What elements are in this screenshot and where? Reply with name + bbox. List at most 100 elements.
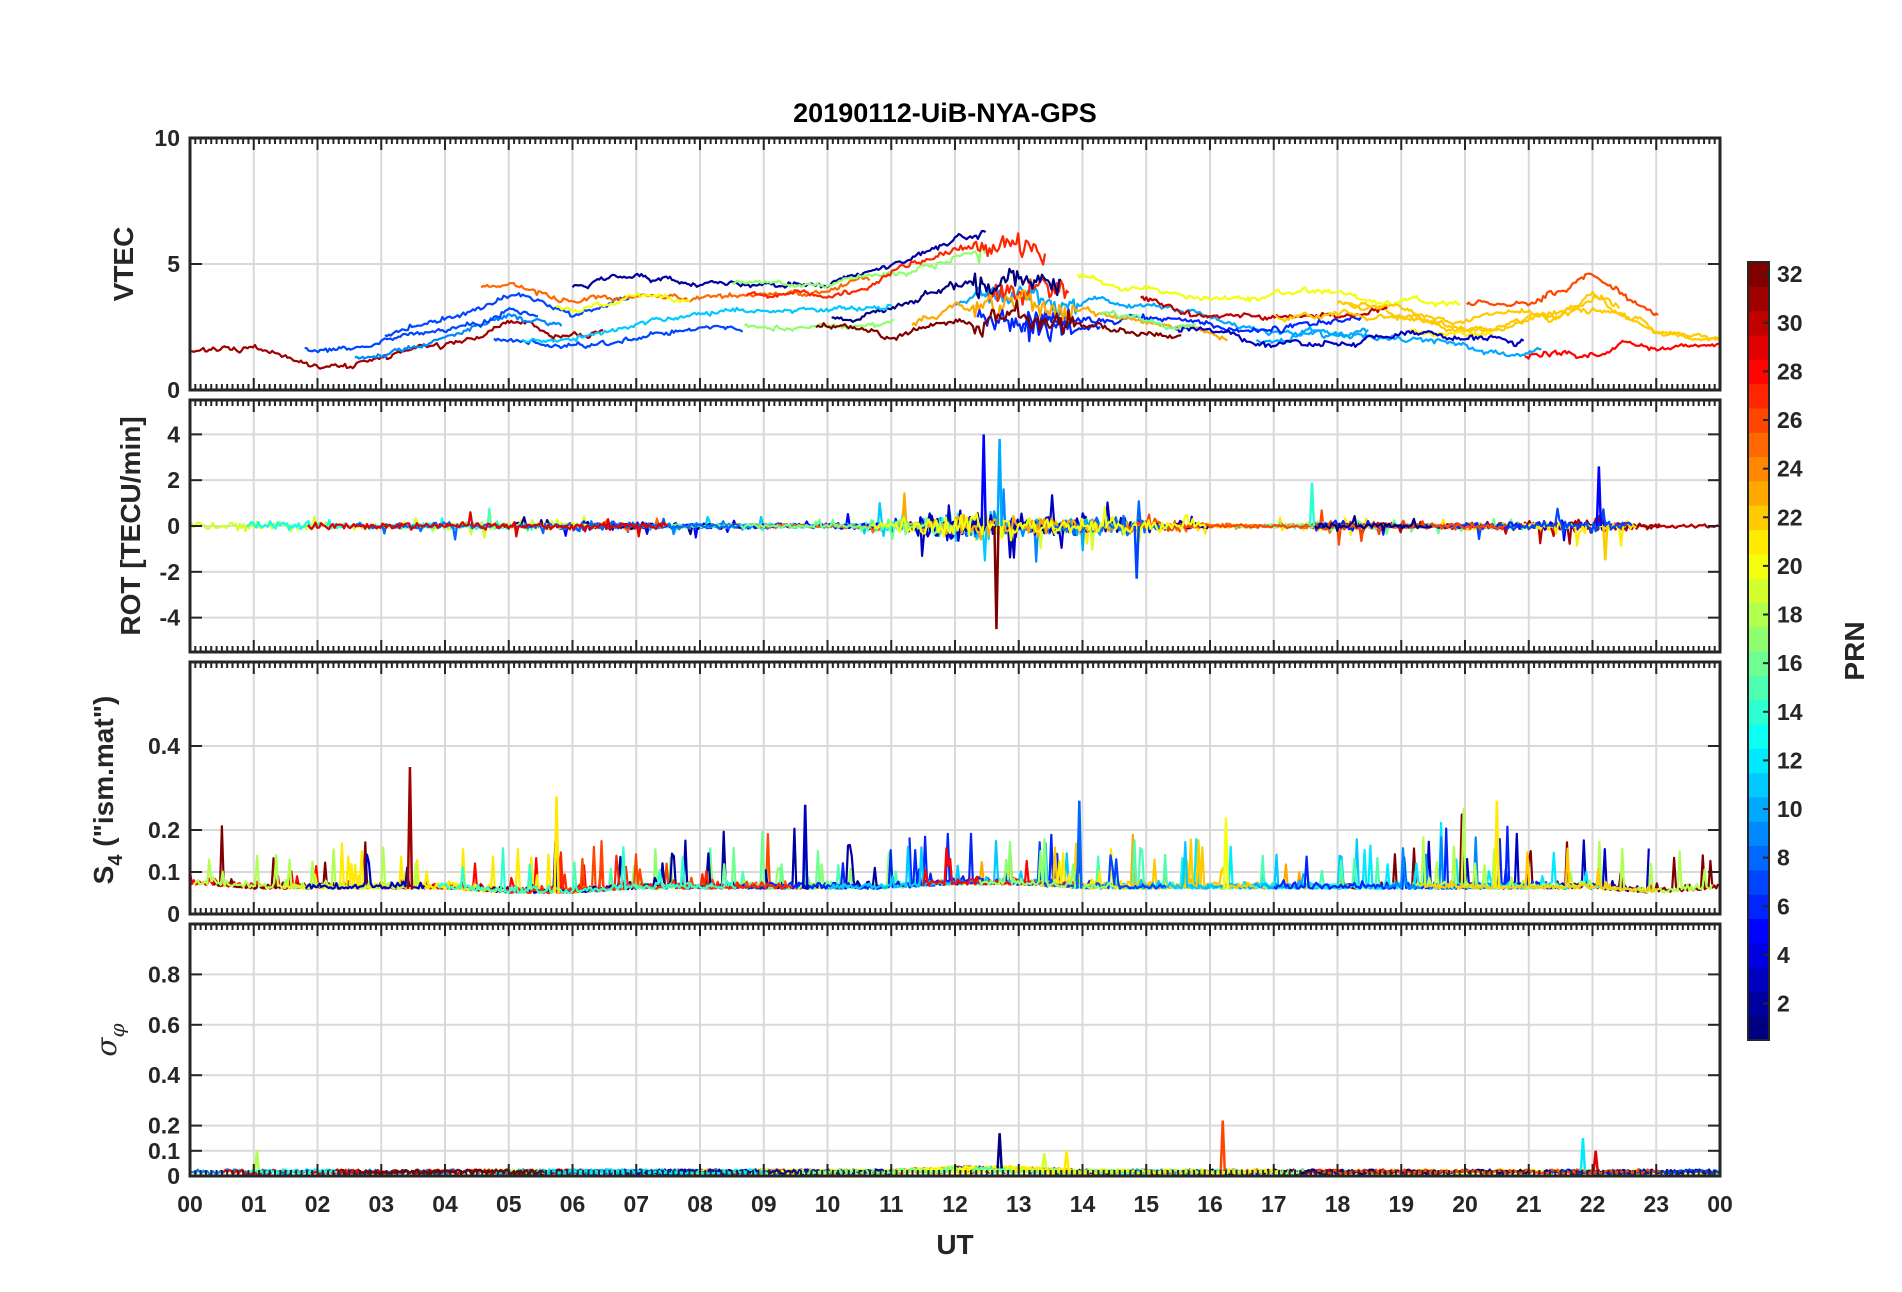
x-tick-label: 12 (942, 1191, 968, 1217)
x-axis-label: UT (936, 1229, 973, 1260)
y-tick-label: 0 (167, 1163, 180, 1189)
series-line-prn-7 (493, 324, 744, 350)
series-line-prn-30 (1140, 295, 1388, 321)
colorbar-segment (1748, 967, 1769, 992)
series-spike (1222, 817, 1230, 889)
series-line-prn-27 (745, 232, 1047, 299)
rot-series (189, 434, 1719, 630)
x-tick-label: 21 (1516, 1191, 1542, 1217)
y-tick-label: 0.2 (148, 817, 180, 843)
colorbar-tick-label: 30 (1777, 310, 1803, 336)
series-spike (801, 804, 809, 889)
series-spike (1219, 1120, 1226, 1172)
x-tick-label: 04 (432, 1191, 458, 1217)
vtec-ylabel: VTEC (108, 227, 139, 302)
colorbar-segment (1748, 310, 1769, 336)
x-tick-label: 00 (177, 1191, 203, 1217)
series-line-prn-21 (1004, 1165, 1282, 1176)
series-line-prn-7 (384, 292, 631, 338)
series-spike (406, 766, 414, 889)
colorbar-segment (1748, 918, 1769, 944)
colorbar-segment (1748, 626, 1769, 652)
colorbar-tick-label: 4 (1777, 942, 1790, 968)
series-line-prn-31 (189, 319, 604, 370)
colorbar-segment (1748, 651, 1769, 676)
colorbar-tick-label: 14 (1777, 699, 1803, 725)
x-tick-label: 15 (1133, 1191, 1159, 1217)
s4-ylabel: S4 ("ism.mat") (88, 696, 127, 885)
series-spike (1041, 1153, 1048, 1170)
vtec-series (189, 229, 1721, 370)
series-line-prn-16 (798, 1165, 959, 1176)
series-line-prn-22 (1343, 301, 1720, 341)
colorbar-segment (1748, 505, 1769, 531)
y-tick-label: 2 (167, 467, 180, 493)
series-line-prn-15 (1067, 839, 1433, 890)
panel-rot: -4 -2 0 2 4 ROT [TECU/min] (115, 398, 1722, 654)
x-tick-label: 08 (687, 1191, 713, 1217)
y-tick-label: 4 (167, 421, 180, 447)
x-tick-label: 16 (1197, 1191, 1223, 1217)
colorbar-segment (1748, 723, 1769, 749)
sigma-ylabel: σφ (90, 1023, 129, 1056)
series-line-prn-22 (1274, 290, 1621, 327)
colorbar-segment (1748, 359, 1769, 385)
rot-ytick-labels: -4 -2 0 2 4 (160, 421, 181, 630)
colorbar-segment (1748, 383, 1769, 409)
colorbar-segment (1748, 578, 1769, 603)
x-tick-label: 17 (1261, 1191, 1287, 1217)
colorbar-segment (1748, 286, 1769, 312)
series-line-prn-9 (354, 313, 563, 360)
series-spike (253, 1150, 261, 1172)
series-line-prn-14 (437, 846, 737, 895)
series-spike (1133, 525, 1140, 579)
panel-vtec: 0 5 10 VTEC (108, 125, 1722, 403)
y-tick-label: 0 (167, 901, 180, 927)
x-tick-label: 05 (496, 1191, 522, 1217)
y-tick-label: 0 (167, 513, 180, 539)
series-line-prn-7 (1451, 507, 1633, 541)
series-line-prn-20 (1076, 273, 1461, 308)
colorbar-segment (1748, 821, 1769, 847)
x-tick-label: 19 (1388, 1191, 1414, 1217)
x-tick-label: 02 (305, 1191, 331, 1217)
y-tick-label: 10 (154, 125, 180, 151)
series-spike (996, 438, 1003, 527)
series-spike (1076, 800, 1083, 889)
colorbar-segment (1748, 456, 1769, 482)
series-line-prn-20 (555, 292, 691, 314)
x-tick-label: 07 (623, 1191, 649, 1217)
x-tick-label: 18 (1325, 1191, 1351, 1217)
series-line-prn-11 (521, 303, 892, 344)
sigma-ytick-labels: 00.10.2 0.4 0.6 0.8 (148, 961, 180, 1189)
colorbar-segment (1748, 432, 1769, 458)
colorbar-tick-label: 24 (1777, 456, 1803, 482)
y-tick-label: 0.6 (148, 1012, 180, 1038)
colorbar-segment (1748, 262, 1769, 287)
x-tick-label: 09 (751, 1191, 777, 1217)
colorbar-segments (1748, 262, 1769, 1041)
x-tick-label: 03 (368, 1191, 394, 1217)
colorbar-tick-label: 6 (1777, 893, 1790, 919)
colorbar-tick-label: 22 (1777, 504, 1803, 530)
colorbar-segment (1748, 894, 1769, 920)
y-tick-label: 0.2 (148, 1113, 180, 1139)
series-line-prn-1 (1313, 514, 1432, 533)
series-line-prn-3 (1174, 326, 1525, 349)
y-tick-label: 0.4 (148, 733, 180, 759)
colorbar-segment (1748, 991, 1769, 1017)
x-tick-label: 20 (1452, 1191, 1478, 1217)
colorbar-segment (1748, 796, 1769, 822)
colorbar-tick-label: 8 (1777, 845, 1790, 871)
colorbar-frame (1747, 261, 1770, 1041)
colorbar-segment (1748, 845, 1769, 871)
colorbar-tick-label: 2 (1777, 991, 1790, 1017)
chart-title: 20190112-UiB-NYA-GPS (793, 98, 1097, 128)
rot-ticks (189, 400, 1721, 652)
colorbar-tick-label: 28 (1777, 358, 1803, 384)
series-line-prn-17 (743, 318, 895, 332)
panel-sigma-phi: 00.10.2 0.4 0.6 0.8 σφ (90, 922, 1722, 1189)
